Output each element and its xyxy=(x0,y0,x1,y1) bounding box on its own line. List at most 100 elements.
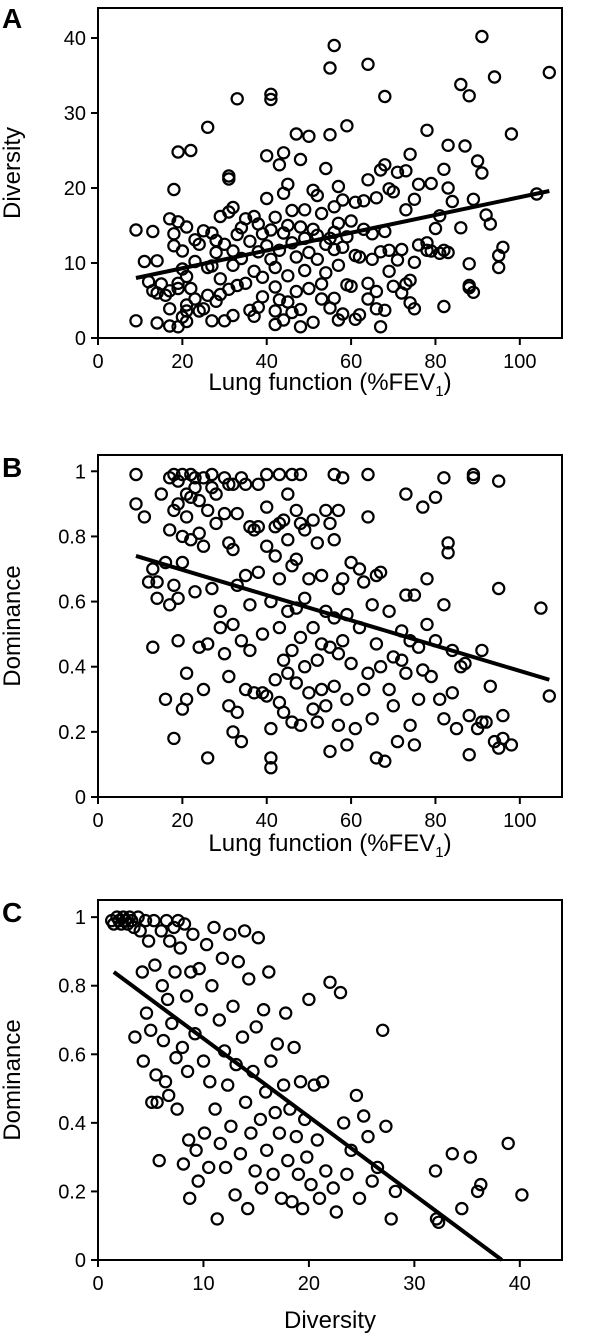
data-point xyxy=(189,1143,203,1158)
data-point xyxy=(192,961,206,976)
data-point xyxy=(137,254,152,269)
data-point xyxy=(251,520,265,534)
data-point xyxy=(386,185,400,199)
data-point xyxy=(302,281,316,296)
data-point xyxy=(220,1078,235,1092)
data-point xyxy=(162,523,177,537)
data-point xyxy=(143,1023,158,1038)
data-point xyxy=(369,302,384,316)
data-point xyxy=(542,65,557,80)
data-point xyxy=(194,1003,208,1017)
data-point xyxy=(312,1191,327,1206)
y-tick-label: 0 xyxy=(75,787,86,809)
data-point xyxy=(248,1164,262,1178)
data-point xyxy=(285,467,299,482)
data-point xyxy=(424,669,438,684)
data-point xyxy=(256,1003,271,1017)
y-tick-label: 0.8 xyxy=(58,526,86,548)
data-point xyxy=(445,686,459,700)
data-point xyxy=(162,212,177,226)
y-axis-label: Dominance xyxy=(0,565,26,686)
y-tick-label: 0 xyxy=(75,1250,86,1272)
data-point xyxy=(420,572,434,586)
data-point xyxy=(128,1030,142,1044)
data-point xyxy=(171,276,185,290)
data-point xyxy=(222,536,236,550)
data-point xyxy=(131,910,145,924)
data-point xyxy=(310,536,324,550)
data-point xyxy=(129,467,143,482)
data-point xyxy=(310,188,324,203)
data-point xyxy=(433,692,447,707)
data-point xyxy=(289,503,303,518)
data-point xyxy=(542,689,557,703)
data-point xyxy=(441,546,455,560)
data-point xyxy=(492,260,506,275)
data-point xyxy=(240,1201,255,1216)
data-point xyxy=(361,1129,375,1144)
data-point xyxy=(281,487,295,501)
x-tick-label: 60 xyxy=(340,810,362,832)
data-point xyxy=(437,471,451,485)
data-point xyxy=(310,715,324,729)
data-point xyxy=(200,751,215,765)
data-point xyxy=(150,1095,164,1110)
data-point xyxy=(378,158,392,172)
data-point xyxy=(349,1088,364,1103)
data-point xyxy=(327,533,341,547)
x-tick-label: 60 xyxy=(340,351,362,373)
data-point xyxy=(200,503,215,518)
data-point xyxy=(300,1150,314,1164)
data-point xyxy=(411,692,426,707)
data-point xyxy=(150,254,164,268)
data-point xyxy=(217,506,232,521)
data-point xyxy=(251,477,265,491)
data-point xyxy=(222,477,236,491)
data-point xyxy=(196,682,211,697)
data-point xyxy=(314,637,329,651)
data-point xyxy=(149,1068,163,1082)
data-point xyxy=(403,273,417,287)
data-point xyxy=(378,754,392,768)
data-point xyxy=(327,679,341,694)
data-point xyxy=(196,302,211,316)
data-point xyxy=(268,1105,282,1120)
data-point xyxy=(162,302,177,316)
data-point xyxy=(458,139,472,153)
x-tick-label: 10 xyxy=(192,1273,214,1295)
data-point xyxy=(515,1188,529,1202)
y-tick-label: 0.4 xyxy=(58,1113,86,1135)
data-point xyxy=(293,467,308,482)
data-point xyxy=(175,244,190,258)
data-point xyxy=(329,1205,343,1219)
data-point xyxy=(179,989,194,1003)
data-point xyxy=(238,568,253,583)
data-point xyxy=(213,272,227,286)
data-point xyxy=(217,237,232,251)
data-point xyxy=(170,1102,184,1116)
data-point xyxy=(171,474,185,488)
data-point xyxy=(463,1150,477,1164)
data-point xyxy=(327,467,341,482)
data-point xyxy=(407,302,422,316)
data-point xyxy=(306,620,320,635)
data-point xyxy=(352,1191,367,1206)
data-point xyxy=(147,913,161,928)
data-point xyxy=(361,57,375,72)
data-point xyxy=(281,1153,295,1168)
data-point xyxy=(197,1126,212,1140)
data-point xyxy=(501,1136,515,1151)
data-point xyxy=(184,965,198,979)
data-point xyxy=(264,1054,278,1068)
data-point xyxy=(327,200,341,214)
data-point xyxy=(357,575,371,589)
data-point xyxy=(293,718,308,733)
data-point xyxy=(150,575,164,589)
data-point xyxy=(492,474,506,488)
data-point xyxy=(344,214,358,228)
data-point xyxy=(327,291,341,305)
data-point xyxy=(179,510,194,524)
data-point xyxy=(218,1160,233,1175)
data-point xyxy=(192,526,206,540)
data-point xyxy=(382,243,396,257)
